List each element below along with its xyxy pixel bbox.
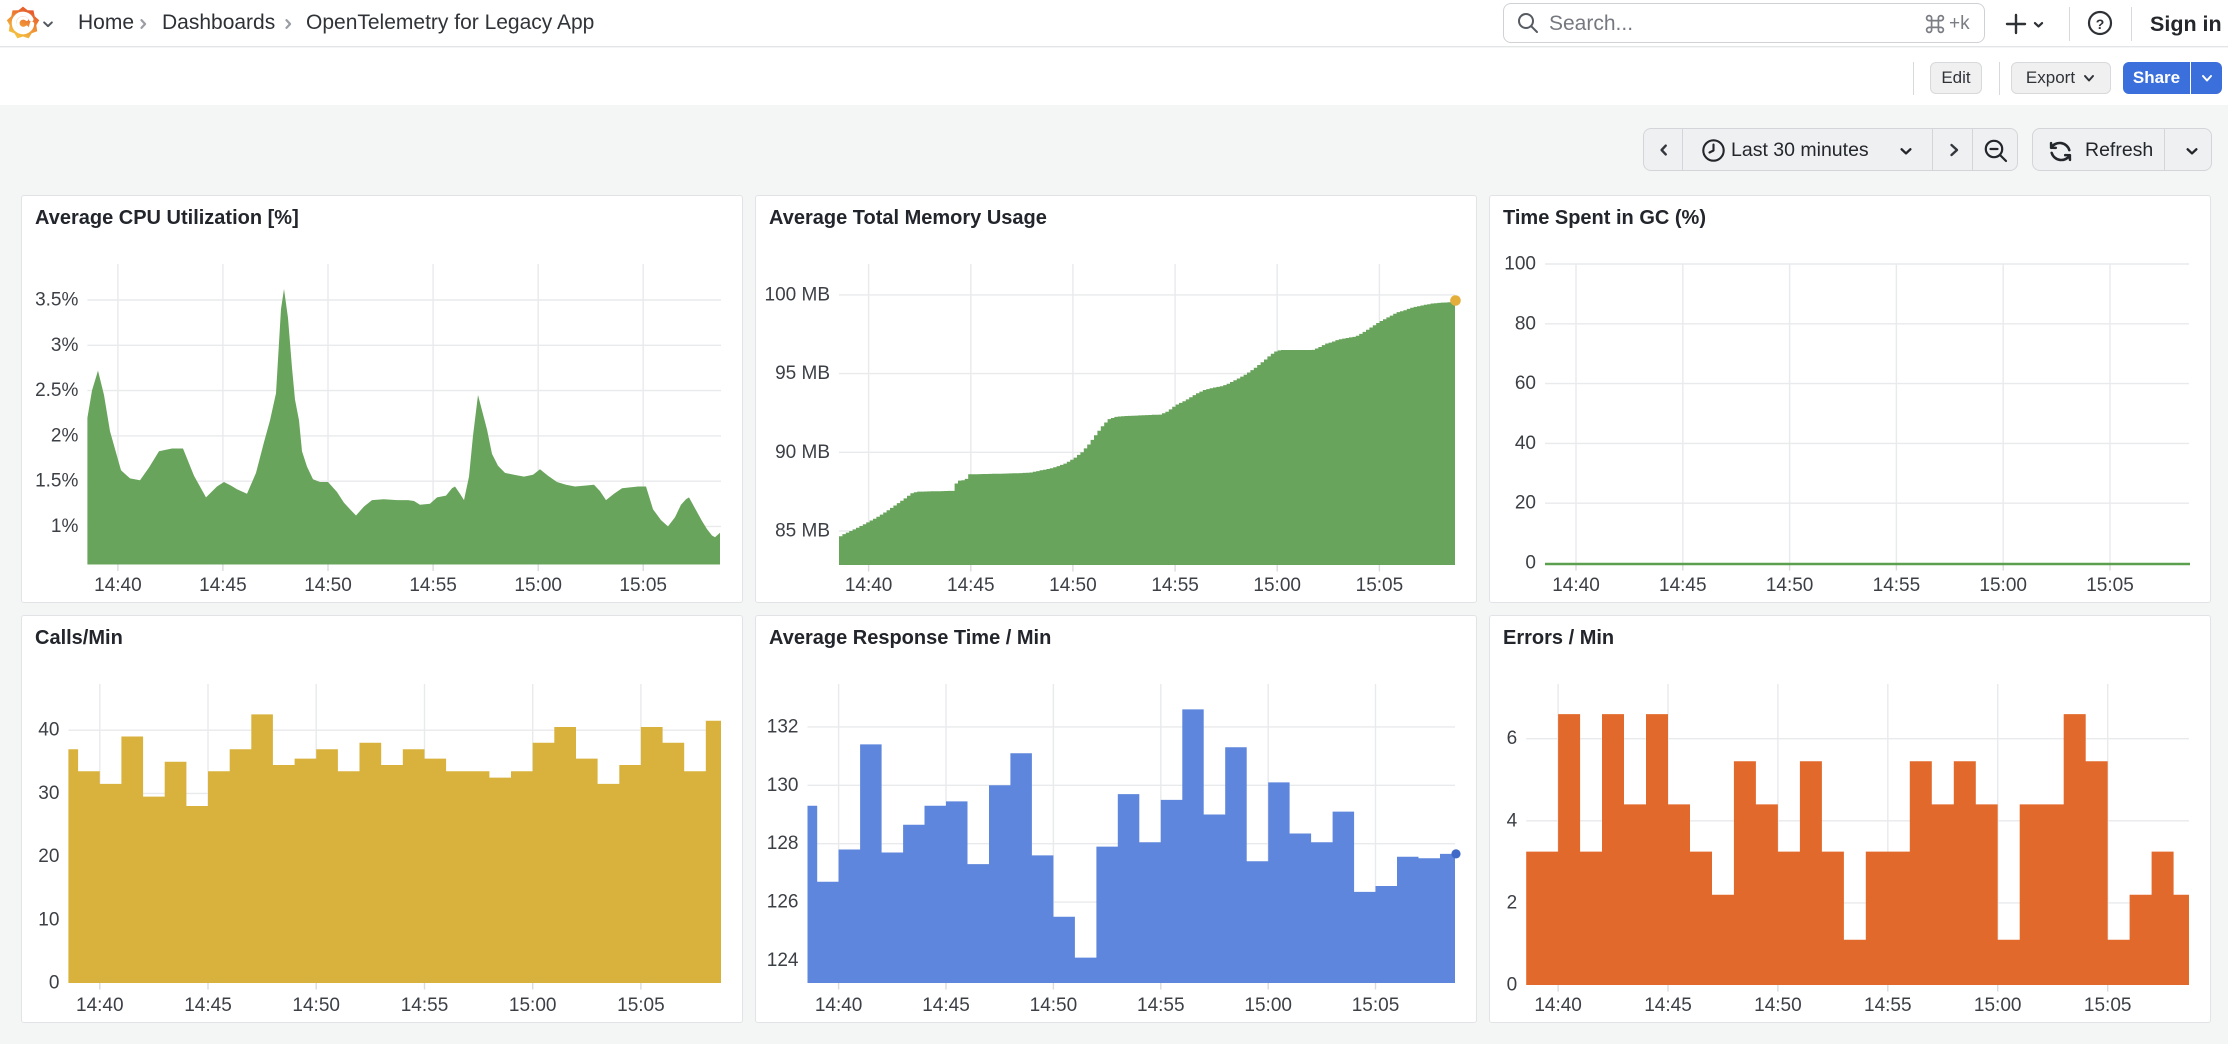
svg-text:30: 30: [38, 783, 59, 804]
svg-text:0: 0: [49, 973, 60, 994]
svg-text:14:40: 14:40: [815, 995, 863, 1016]
svg-text:14:55: 14:55: [401, 995, 449, 1016]
svg-text:14:45: 14:45: [922, 995, 970, 1016]
svg-text:14:40: 14:40: [1534, 995, 1582, 1016]
svg-text:15:00: 15:00: [509, 995, 557, 1016]
svg-text:15:05: 15:05: [2084, 995, 2132, 1016]
svg-text:1.5%: 1.5%: [35, 471, 78, 492]
svg-text:15:00: 15:00: [1253, 575, 1301, 596]
svg-text:14:45: 14:45: [184, 995, 232, 1016]
svg-text:95 MB: 95 MB: [775, 363, 830, 384]
svg-text:15:00: 15:00: [514, 575, 562, 596]
svg-text:14:50: 14:50: [292, 995, 340, 1016]
svg-text:14:45: 14:45: [1659, 575, 1707, 596]
svg-text:15:00: 15:00: [1244, 995, 1292, 1016]
svg-text:132: 132: [767, 716, 799, 737]
svg-text:14:50: 14:50: [1766, 575, 1814, 596]
svg-text:90 MB: 90 MB: [775, 442, 830, 463]
svg-text:14:40: 14:40: [845, 575, 893, 596]
svg-text:15:00: 15:00: [1979, 575, 2027, 596]
svg-text:0: 0: [1525, 553, 1536, 574]
svg-text:14:50: 14:50: [304, 575, 352, 596]
svg-text:14:50: 14:50: [1754, 995, 1802, 1016]
svg-text:40: 40: [38, 720, 59, 741]
svg-text:100 MB: 100 MB: [765, 284, 830, 305]
svg-text:14:40: 14:40: [94, 575, 142, 596]
svg-text:130: 130: [767, 775, 799, 796]
svg-text:14:45: 14:45: [1644, 995, 1692, 1016]
svg-text:60: 60: [1515, 373, 1536, 394]
svg-text:20: 20: [1515, 493, 1536, 514]
svg-text:14:50: 14:50: [1030, 995, 1078, 1016]
svg-text:14:50: 14:50: [1049, 575, 1097, 596]
svg-text:14:40: 14:40: [1552, 575, 1600, 596]
svg-text:2%: 2%: [51, 425, 79, 446]
svg-text:128: 128: [767, 833, 799, 854]
svg-text:124: 124: [767, 950, 799, 971]
svg-text:2: 2: [1507, 892, 1518, 913]
svg-text:14:55: 14:55: [409, 575, 457, 596]
svg-text:15:05: 15:05: [1356, 575, 1404, 596]
svg-text:15:05: 15:05: [617, 995, 665, 1016]
svg-text:14:40: 14:40: [76, 995, 124, 1016]
svg-text:6: 6: [1507, 728, 1518, 749]
svg-text:15:05: 15:05: [619, 575, 667, 596]
svg-text:?: ?: [2096, 16, 2105, 32]
svg-text:14:55: 14:55: [1864, 995, 1912, 1016]
svg-text:4: 4: [1507, 810, 1518, 831]
svg-text:20: 20: [38, 846, 59, 867]
svg-text:126: 126: [767, 892, 799, 913]
svg-text:14:45: 14:45: [199, 575, 247, 596]
svg-text:80: 80: [1515, 313, 1536, 334]
svg-text:100: 100: [1504, 254, 1536, 275]
svg-text:1%: 1%: [51, 516, 79, 537]
svg-text:40: 40: [1515, 433, 1536, 454]
svg-text:15:05: 15:05: [2086, 575, 2134, 596]
svg-text:3.5%: 3.5%: [35, 290, 78, 311]
svg-text:15:05: 15:05: [1352, 995, 1400, 1016]
svg-text:10: 10: [38, 909, 59, 930]
svg-text:14:45: 14:45: [947, 575, 995, 596]
svg-text:15:00: 15:00: [1974, 995, 2022, 1016]
svg-text:14:55: 14:55: [1151, 575, 1199, 596]
svg-text:0: 0: [1507, 975, 1518, 996]
svg-text:3%: 3%: [51, 335, 79, 356]
svg-text:85 MB: 85 MB: [775, 521, 830, 542]
svg-text:2.5%: 2.5%: [35, 380, 78, 401]
svg-text:14:55: 14:55: [1873, 575, 1921, 596]
svg-text:14:55: 14:55: [1137, 995, 1185, 1016]
